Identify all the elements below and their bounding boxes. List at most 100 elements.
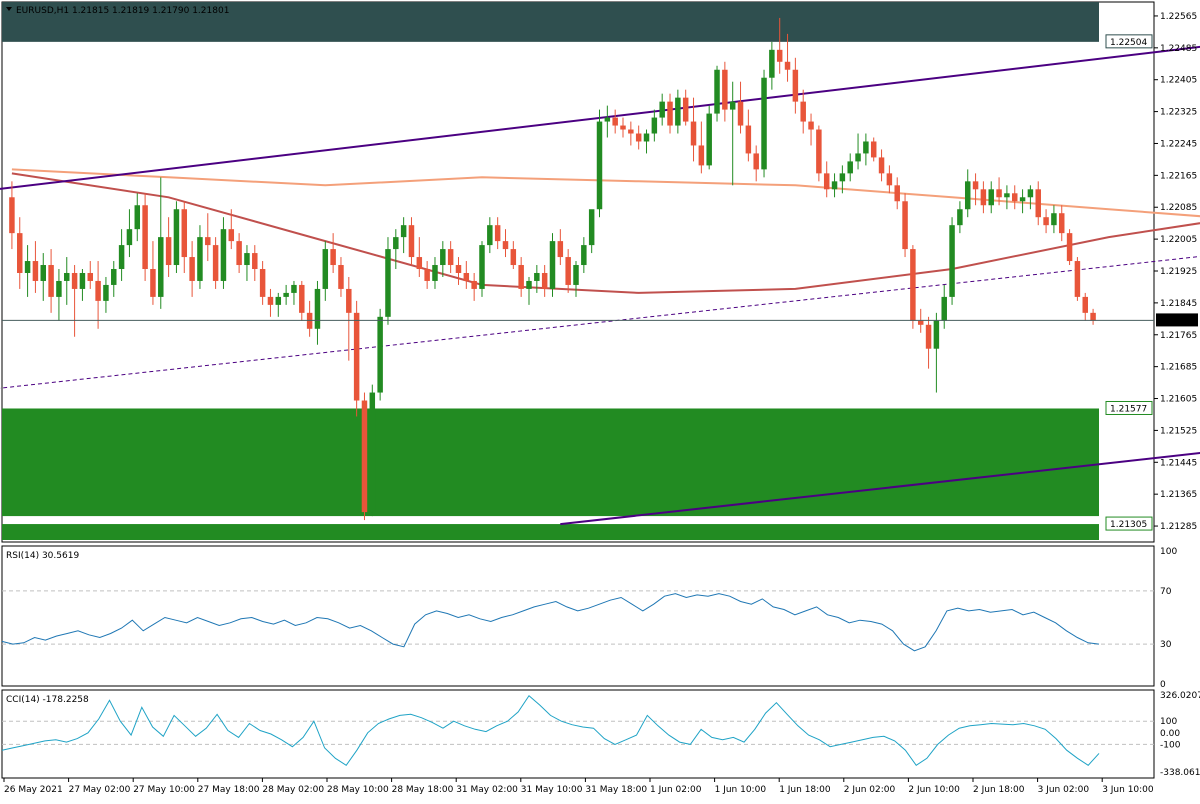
candle-body[interactable] bbox=[283, 292, 289, 297]
candle-body[interactable] bbox=[769, 49, 775, 78]
candle-body[interactable] bbox=[353, 312, 360, 401]
candle-body[interactable] bbox=[690, 121, 697, 146]
candle-body[interactable] bbox=[299, 284, 305, 313]
candle-body[interactable] bbox=[1027, 189, 1034, 198]
candle-body[interactable] bbox=[24, 261, 31, 273]
candle-body[interactable] bbox=[1059, 213, 1065, 234]
candle-body[interactable] bbox=[79, 272, 86, 289]
candle-body[interactable] bbox=[502, 241, 509, 250]
candle-body[interactable] bbox=[252, 253, 258, 270]
candle-body[interactable] bbox=[126, 229, 133, 246]
candle-body[interactable] bbox=[620, 125, 626, 130]
candle-body[interactable] bbox=[236, 241, 242, 266]
candle-body[interactable] bbox=[346, 288, 352, 313]
candle-body[interactable] bbox=[808, 121, 814, 130]
candle-body[interactable] bbox=[682, 97, 689, 122]
candle-body[interactable] bbox=[761, 77, 767, 170]
candle-body[interactable] bbox=[831, 181, 838, 190]
candle-body[interactable] bbox=[714, 69, 720, 114]
candle-body[interactable] bbox=[275, 296, 282, 305]
candle-body[interactable] bbox=[56, 280, 62, 297]
candle-body[interactable] bbox=[400, 225, 407, 238]
candle-body[interactable] bbox=[197, 237, 203, 281]
candle-body[interactable] bbox=[565, 257, 571, 285]
candle-body[interactable] bbox=[549, 241, 556, 289]
candle-body[interactable] bbox=[1019, 197, 1026, 202]
candle-body[interactable] bbox=[150, 269, 156, 297]
candle-body[interactable] bbox=[581, 245, 587, 266]
candle-body[interactable] bbox=[1035, 189, 1041, 218]
candle-body[interactable] bbox=[447, 249, 454, 266]
candle-body[interactable] bbox=[181, 209, 188, 258]
candle-body[interactable] bbox=[385, 249, 391, 317]
candle-body[interactable] bbox=[792, 69, 799, 102]
candle-body[interactable] bbox=[604, 117, 611, 122]
candle-body[interactable] bbox=[142, 205, 148, 270]
candle-body[interactable] bbox=[494, 225, 501, 242]
candle-body[interactable] bbox=[596, 121, 603, 210]
candle-body[interactable] bbox=[64, 272, 70, 281]
candle-body[interactable] bbox=[894, 185, 900, 202]
candle-body[interactable] bbox=[823, 173, 830, 190]
candle-body[interactable] bbox=[228, 229, 235, 242]
candle-body[interactable] bbox=[534, 272, 540, 281]
candle-body[interactable] bbox=[322, 249, 329, 289]
candle-body[interactable] bbox=[518, 265, 524, 289]
candle-body[interactable] bbox=[526, 280, 532, 289]
candle-body[interactable] bbox=[361, 400, 368, 513]
candle-body[interactable] bbox=[408, 225, 415, 258]
candle-body[interactable] bbox=[737, 101, 744, 126]
candle-body[interactable] bbox=[839, 173, 846, 182]
candle-body[interactable] bbox=[416, 257, 423, 270]
candle-body[interactable] bbox=[957, 209, 963, 226]
candle-body[interactable] bbox=[855, 153, 861, 162]
candle-body[interactable] bbox=[330, 249, 336, 266]
candle-body[interactable] bbox=[244, 253, 250, 266]
candle-body[interactable] bbox=[40, 265, 46, 281]
candle-body[interactable] bbox=[393, 237, 399, 250]
candle-body[interactable] bbox=[753, 153, 759, 170]
candle-body[interactable] bbox=[259, 269, 266, 297]
candle-body[interactable] bbox=[479, 245, 485, 289]
candle-body[interactable] bbox=[612, 117, 618, 126]
candle-body[interactable] bbox=[870, 141, 877, 158]
candle-body[interactable] bbox=[32, 261, 39, 281]
candle-body[interactable] bbox=[291, 284, 297, 293]
candle-body[interactable] bbox=[784, 61, 791, 70]
candle-body[interactable] bbox=[1082, 296, 1088, 313]
candle-body[interactable] bbox=[1004, 193, 1010, 198]
candle-body[interactable] bbox=[1066, 233, 1073, 262]
candle-body[interactable] bbox=[800, 101, 806, 122]
candle-body[interactable] bbox=[134, 205, 141, 230]
candle-body[interactable] bbox=[510, 249, 517, 266]
candle-body[interactable] bbox=[9, 197, 15, 234]
candle-body[interactable] bbox=[878, 157, 885, 174]
candle-body[interactable] bbox=[745, 125, 752, 154]
candle-body[interactable] bbox=[173, 209, 180, 266]
candle-body[interactable] bbox=[902, 201, 908, 250]
candle-body[interactable] bbox=[675, 97, 681, 126]
candle-body[interactable] bbox=[698, 145, 705, 166]
candle-body[interactable] bbox=[941, 296, 947, 321]
candle-body[interactable] bbox=[48, 265, 54, 297]
candle-body[interactable] bbox=[706, 113, 712, 166]
candle-body[interactable] bbox=[212, 245, 219, 281]
candle-body[interactable] bbox=[816, 129, 822, 174]
candle-body[interactable] bbox=[573, 265, 579, 285]
candle-body[interactable] bbox=[1074, 261, 1081, 297]
candle-body[interactable] bbox=[118, 245, 125, 270]
candle-body[interactable] bbox=[933, 320, 940, 349]
candle-body[interactable] bbox=[17, 233, 23, 273]
candle-body[interactable] bbox=[722, 69, 728, 110]
candle-body[interactable] bbox=[729, 101, 736, 110]
candle-body[interactable] bbox=[267, 296, 274, 305]
candle-body[interactable] bbox=[314, 288, 321, 329]
candle-body[interactable] bbox=[440, 249, 446, 266]
candle-body[interactable] bbox=[917, 320, 924, 325]
candle-body[interactable] bbox=[189, 257, 195, 281]
candle-body[interactable] bbox=[651, 117, 658, 134]
candle-body[interactable] bbox=[463, 272, 470, 281]
candle-body[interactable] bbox=[369, 392, 376, 513]
